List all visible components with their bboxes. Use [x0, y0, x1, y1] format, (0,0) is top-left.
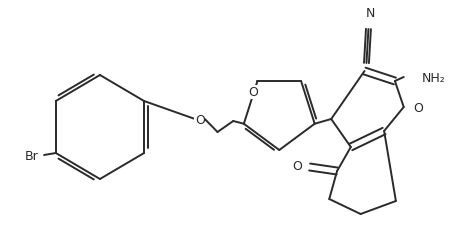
Text: O: O — [195, 113, 205, 126]
Text: Br: Br — [24, 150, 38, 163]
Text: O: O — [292, 159, 302, 172]
Text: N: N — [366, 7, 375, 20]
Text: O: O — [249, 86, 259, 99]
Text: NH₂: NH₂ — [421, 71, 445, 84]
Text: O: O — [414, 101, 423, 114]
